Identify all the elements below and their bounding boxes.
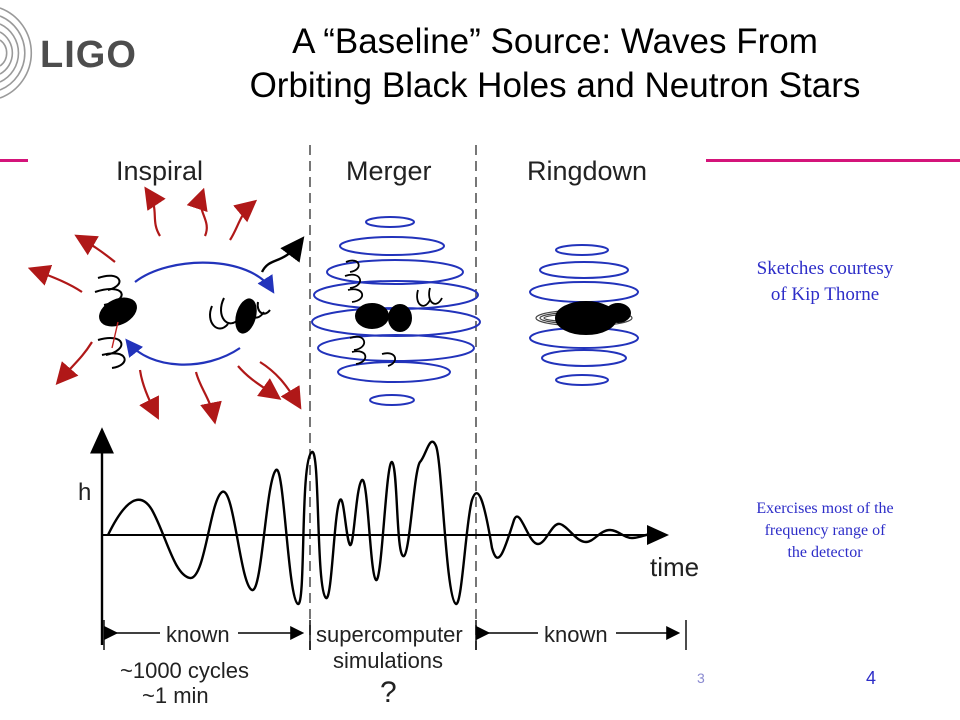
title-line-1: A “Baseline” Source: Waves From	[292, 22, 818, 61]
span-simulations: simulations	[333, 648, 443, 673]
inspiral-cycles-note: ~1000 cycles	[120, 658, 249, 683]
sketch-credit-line-2: of Kip Thorne	[770, 284, 880, 305]
page-number: 4	[866, 668, 877, 688]
sketch-credit: Sketches courtesy of Kip Thorne	[720, 256, 930, 308]
footer-fragment: 3	[697, 670, 705, 686]
ringdown-sketch	[529, 244, 639, 386]
page-title: A “Baseline” Source: Waves From Orbiting…	[160, 20, 950, 108]
sketch-credit-line-1: Sketches courtesy	[756, 258, 894, 279]
y-axis-label: h	[78, 479, 91, 506]
inspiral-duration-note: ~1 min	[142, 683, 209, 708]
accent-rule-right	[706, 159, 960, 162]
span-supercomputer: supercomputer	[316, 622, 463, 647]
title-line-2: Orbiting Black Holes and Neutron Stars	[249, 66, 861, 105]
ligo-logo: LIGO	[40, 34, 137, 76]
frequency-note-line-3: the detector	[787, 544, 863, 561]
span-known-left: known	[166, 622, 230, 647]
phase-label-ringdown: Ringdown	[527, 156, 647, 186]
x-axis-label: time	[650, 552, 699, 582]
frequency-note-line-1: Exercises most of the	[756, 500, 894, 517]
merger-unknown-mark: ?	[380, 676, 397, 709]
phase-label-inspiral: Inspiral	[116, 156, 203, 186]
span-known-right: known	[544, 622, 608, 647]
frequency-note-line-2: frequency range of	[764, 522, 886, 539]
inspiral-sketch	[27, 186, 305, 425]
waveform-curve	[106, 440, 653, 606]
phase-label-merger: Merger	[346, 156, 432, 186]
span-brackets	[103, 620, 687, 650]
logo-arcs-icon	[0, 7, 33, 99]
accent-rule-left	[0, 159, 28, 162]
merger-sketch	[311, 216, 481, 406]
frequency-range-note: Exercises most of the frequency range of…	[720, 498, 930, 564]
